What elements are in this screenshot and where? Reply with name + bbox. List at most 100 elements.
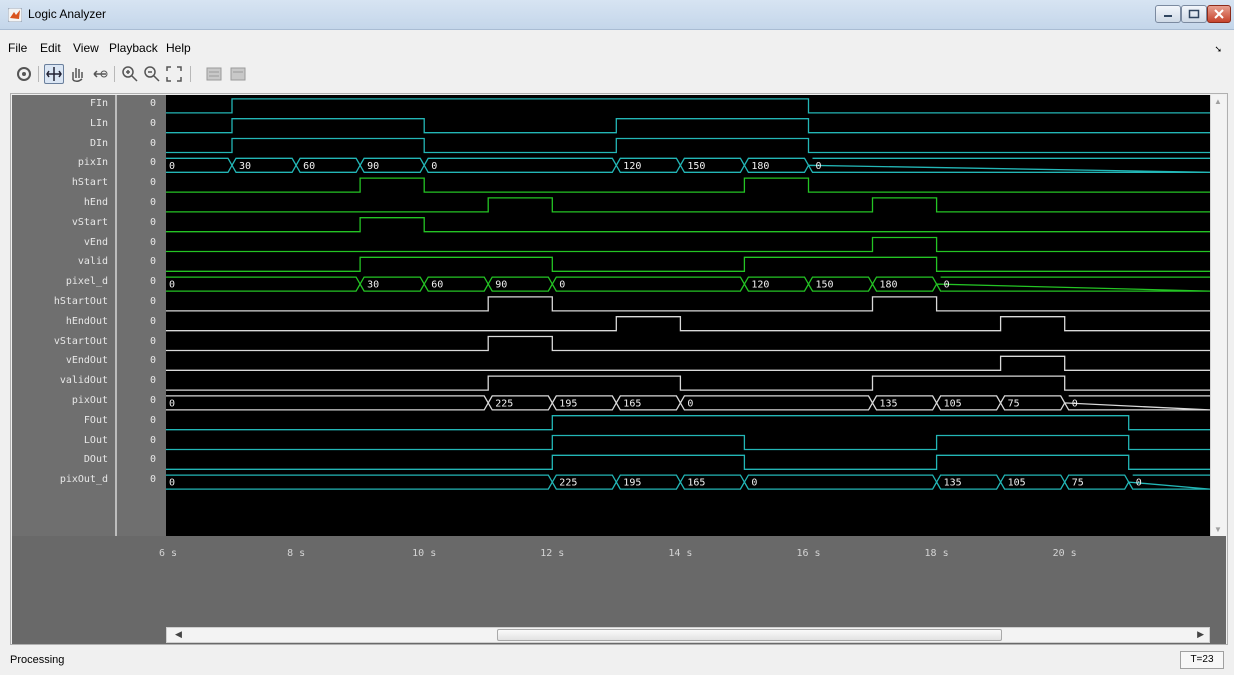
signal-value-DOut: 0 [149, 454, 156, 466]
signal-name-FIn[interactable]: FIn [89, 98, 108, 109]
time-tick-label: 12 s [540, 548, 565, 559]
waveform-hEnd [166, 197, 1210, 213]
minimize-icon [1164, 15, 1172, 17]
cursor-icon [46, 67, 62, 81]
signal-name-pixOut[interactable]: pixOut [71, 395, 108, 406]
bus-segment-pixOut_d [999, 474, 1066, 490]
signal-name-pixIn[interactable]: pixIn [77, 157, 108, 169]
pan-hand-icon [72, 68, 83, 83]
maximize-button[interactable] [1181, 5, 1207, 23]
bus-segment-pixel_d [487, 276, 554, 292]
fit-to-view-button[interactable] [164, 64, 184, 84]
time-tick-label: 18 s [924, 548, 949, 559]
signal-name-vEnd[interactable]: vEnd [83, 236, 108, 248]
remove-trigger-button[interactable] [228, 64, 248, 84]
menu-playback[interactable]: Playback [109, 41, 158, 55]
bus-segment-pixel_d [551, 276, 746, 292]
settings-icon [17, 67, 31, 81]
bus-segment-pixOut [615, 395, 682, 411]
signal-name-vStart[interactable]: vStart [71, 216, 108, 228]
signal-value-pixOut_d: 0 [149, 474, 156, 486]
signal-name-valid[interactable]: valid [77, 256, 108, 268]
signal-name-pixOut_d[interactable]: pixOut_d [59, 474, 108, 486]
menu-edit[interactable]: Edit [40, 41, 61, 55]
signal-name-hStart[interactable]: hStart [71, 177, 108, 189]
menu-dock-arrow-icon[interactable]: ➘ [1214, 44, 1222, 54]
signal-name-column: FIn LIn DIn pixIn hStart hEnd vStart vEnd valid p… [12, 95, 115, 536]
bus-segment-pixOut [487, 395, 554, 411]
time-tick-label: 6 s [158, 548, 178, 559]
menu-file[interactable]: File [8, 41, 28, 55]
bus-value-pixOut: 225 [495, 398, 513, 409]
waveform-hEndOut [166, 316, 1210, 332]
bus-value-pixOut: 0 [687, 398, 693, 409]
scroll-up-icon[interactable]: ▲ [1214, 97, 1222, 106]
minimize-button[interactable] [1155, 5, 1181, 23]
signal-name-vEndOut[interactable]: vEndOut [65, 355, 108, 367]
settings-button[interactable] [14, 64, 34, 84]
waveform-hStartOut [166, 296, 1210, 312]
signal-name-vStartOut[interactable]: vStartOut [53, 335, 108, 347]
time-tick-label: 10 s [412, 548, 437, 559]
signal-name-DIn[interactable]: DIn [89, 137, 108, 149]
add-trigger-button[interactable] [204, 64, 224, 84]
bus-segment-pixIn [807, 157, 1210, 173]
bus-value-pixIn: 90 [367, 161, 379, 172]
horizontal-scrollbar[interactable]: ◀ ▶ [166, 627, 1210, 643]
signal-name-hEndOut[interactable]: hEndOut [65, 315, 108, 327]
menu-view[interactable]: View [73, 41, 99, 55]
signal-value-FIn: 0 [149, 98, 156, 109]
waveform-vEnd [166, 236, 1210, 253]
zoom-in-button[interactable] [120, 64, 140, 84]
zoom-out-button[interactable] [142, 64, 162, 84]
scroll-left-icon[interactable]: ◀ [175, 629, 182, 639]
bus-segment-pixel_d [166, 276, 361, 292]
signal-value-vStart: 0 [149, 216, 156, 228]
bus-segment-pixOut [679, 395, 874, 411]
signal-value-hEndOut: 0 [149, 315, 156, 327]
scroll-right-icon[interactable]: ▶ [1197, 629, 1204, 639]
signal-name-LIn[interactable]: LIn [89, 117, 108, 129]
zoom-x-button[interactable] [90, 64, 110, 84]
title-bar[interactable]: Logic Analyzer [0, 0, 1234, 30]
waveform-DOut [166, 454, 1210, 470]
signal-name-pixel_d[interactable]: pixel_d [65, 276, 108, 288]
signal-name-validOut[interactable]: validOut [59, 375, 108, 387]
bus-value-pixOut: 105 [944, 398, 962, 409]
signal-name-hStartOut[interactable]: hStartOut [53, 296, 108, 307]
bus-value-pixOut: 75 [1008, 398, 1020, 409]
signal-name-hEnd[interactable]: hEnd [83, 197, 108, 208]
status-text: Processing [10, 654, 65, 666]
bus-segment-pixOut_d [679, 474, 746, 490]
waveform-display[interactable]: 0 30 60 90 0 120 150 180 0 0 30 60 90 0 120 150 180 0 0 225… [166, 95, 1210, 536]
bus-value-pixOut: 165 [623, 398, 641, 409]
signal-value-hStart: 0 [149, 177, 156, 189]
bus-segment-pixIn [359, 157, 425, 173]
signal-value-LOut: 0 [149, 434, 156, 446]
scroll-thumb[interactable] [497, 629, 1002, 641]
pan-button[interactable] [67, 64, 87, 84]
scroll-down-icon[interactable]: ▼ [1214, 525, 1222, 534]
bus-value-pixOut_d: 165 [687, 478, 705, 489]
signal-name-LOut[interactable]: LOut [83, 434, 108, 446]
time-tick-label: 16 s [796, 548, 821, 559]
signal-name-DOut[interactable]: DOut [83, 454, 108, 466]
vertical-scrollbar[interactable]: ▲ ▼ [1210, 95, 1226, 536]
bus-segment-pixOut_d [615, 474, 682, 490]
bus-segment-pixIn [295, 157, 361, 173]
menu-help[interactable]: Help [166, 41, 191, 55]
bus-value-pixOut_d: 105 [1008, 478, 1026, 489]
close-button[interactable] [1207, 5, 1231, 23]
bus-segment-pixOut [1063, 395, 1210, 411]
bus-value-pixIn: 0 [169, 161, 175, 172]
signal-name-FOut[interactable]: FOut [83, 414, 108, 426]
column-divider[interactable] [115, 95, 117, 536]
bus-segment-pixel_d [359, 276, 425, 292]
bus-segment-pixIn [423, 157, 618, 173]
close-icon [1214, 9, 1224, 19]
bus-segment-pixOut_d [743, 474, 938, 490]
bus-segment-pixel_d [871, 276, 938, 292]
cursor-button[interactable] [44, 64, 64, 84]
time-tick-label: 8 s [287, 548, 306, 559]
bus-value-pixOut: 135 [880, 398, 898, 409]
